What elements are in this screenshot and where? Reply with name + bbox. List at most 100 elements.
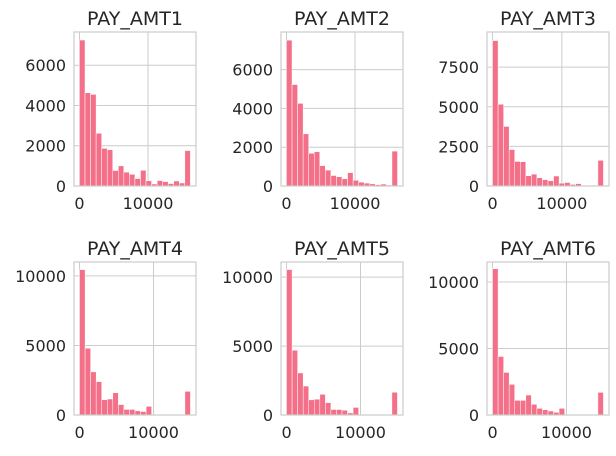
y-tick-label: 2000 xyxy=(25,137,66,156)
axes-frame xyxy=(486,31,610,187)
histogram-bar xyxy=(145,180,152,187)
histogram-bar xyxy=(508,149,515,187)
x-tick-label: 0 xyxy=(487,423,497,442)
histogram-bar xyxy=(156,180,163,187)
y-tick-label: 0 xyxy=(469,177,479,196)
histogram-bar xyxy=(558,408,565,416)
histogram-bar xyxy=(308,399,315,416)
histogram-bar xyxy=(101,399,108,416)
histogram-bar xyxy=(352,179,359,187)
histogram-bar xyxy=(112,392,119,416)
histogram-bar xyxy=(514,161,521,187)
histogram-bar xyxy=(101,148,108,187)
y-tick-label: 0 xyxy=(56,406,66,425)
histogram-bar xyxy=(492,268,499,416)
histogram-bar xyxy=(308,152,315,187)
x-tick-label: 10000 xyxy=(128,423,179,442)
histogram-bar xyxy=(503,372,510,416)
y-tick-label: 10000 xyxy=(428,273,479,292)
histogram-bar xyxy=(90,94,97,187)
histogram-bar xyxy=(536,408,543,416)
histogram-bar xyxy=(184,391,191,416)
axes-frame xyxy=(280,31,404,187)
histogram-bar xyxy=(118,165,125,187)
histogram-bar xyxy=(531,404,538,416)
histogram-bar xyxy=(286,39,293,187)
histogram-bar xyxy=(184,150,191,187)
histogram-bar xyxy=(330,409,337,416)
panel-title: PAY_AMT5 xyxy=(294,238,390,260)
axes-frame xyxy=(486,261,610,416)
panel-title: PAY_AMT1 xyxy=(87,8,183,30)
histogram-bar xyxy=(297,372,304,416)
histogram-bar xyxy=(325,169,332,187)
histogram-bar xyxy=(336,176,343,187)
histogram-bar xyxy=(95,133,102,187)
histogram-bar xyxy=(341,409,348,416)
y-tick-label: 6000 xyxy=(25,56,66,75)
x-tick-label: 10000 xyxy=(335,423,386,442)
histogram-bar xyxy=(302,385,309,416)
histogram-bar xyxy=(106,149,114,187)
y-tick-label: 5000 xyxy=(232,337,273,356)
panel-title: PAY_AMT6 xyxy=(500,238,596,260)
histogram-bar xyxy=(134,410,141,416)
histogram-bar xyxy=(314,398,321,416)
histogram-bar xyxy=(503,126,510,187)
y-tick-label: 0 xyxy=(263,406,273,425)
y-tick-label: 0 xyxy=(469,406,479,425)
histogram-panel-3: 0 10000 0 2500 5000 7500 PAY_AMT3 xyxy=(438,8,610,213)
histogram-bar xyxy=(597,392,604,416)
histogram-bar xyxy=(79,269,86,416)
histogram-bar xyxy=(520,161,527,187)
histogram-bar xyxy=(391,392,398,416)
x-tick-label: 0 xyxy=(74,423,84,442)
histogram-bar xyxy=(162,181,169,187)
panel-title: PAY_AMT3 xyxy=(500,8,596,30)
histogram-bar xyxy=(347,172,354,187)
y-tick-label: 0 xyxy=(263,177,273,196)
histogram-bar xyxy=(129,409,136,416)
histogram-bar xyxy=(118,404,125,416)
x-tick-label: 10000 xyxy=(541,423,592,442)
histogram-bar xyxy=(325,402,332,416)
histogram-bar xyxy=(542,409,549,416)
histogram-bar xyxy=(129,174,136,187)
y-tick-label: 2000 xyxy=(232,138,273,157)
axes-frame xyxy=(73,261,197,416)
histogram-bar xyxy=(531,173,538,187)
x-tick-label: 0 xyxy=(74,194,84,213)
histogram-panel-2: 0 10000 0 2000 4000 6000 PAY_AMT2 xyxy=(232,8,404,213)
histogram-bar xyxy=(107,398,114,416)
histogram-bar xyxy=(341,178,348,187)
histogram-bar xyxy=(520,400,527,416)
x-tick-label: 10000 xyxy=(330,194,381,213)
histogram-bar xyxy=(391,150,398,187)
histogram-bar xyxy=(497,103,504,187)
histogram-bar xyxy=(525,175,532,187)
histogram-bar xyxy=(536,177,543,187)
histogram-bar xyxy=(330,175,337,187)
histogram-bar xyxy=(112,170,119,187)
histogram-bar xyxy=(542,179,549,187)
panel-title: PAY_AMT4 xyxy=(87,238,183,260)
histogram-bar xyxy=(291,349,298,416)
y-tick-label: 0 xyxy=(56,177,66,196)
histogram-bar xyxy=(313,151,321,187)
histogram-panel-5: 0 10000 0 5000 10000 PAY_AMT5 xyxy=(222,238,404,442)
histogram-bar xyxy=(492,40,499,187)
histogram-bar xyxy=(291,84,298,187)
histogram-panel-4: 0 10000 0 5000 10000 PAY_AMT4 xyxy=(15,238,197,442)
y-tick-label: 10000 xyxy=(222,268,273,287)
histogram-bar xyxy=(286,269,293,416)
x-tick-label: 10000 xyxy=(123,194,174,213)
axes-frame xyxy=(73,31,197,187)
histogram-bar xyxy=(302,133,309,187)
histogram-bar xyxy=(84,92,91,187)
histogram-bar xyxy=(319,394,326,416)
histogram-bar xyxy=(336,409,343,416)
histogram-bar xyxy=(508,384,515,416)
x-tick-label: 0 xyxy=(281,194,291,213)
histogram-bar xyxy=(84,347,91,416)
y-tick-label: 4000 xyxy=(25,96,66,115)
